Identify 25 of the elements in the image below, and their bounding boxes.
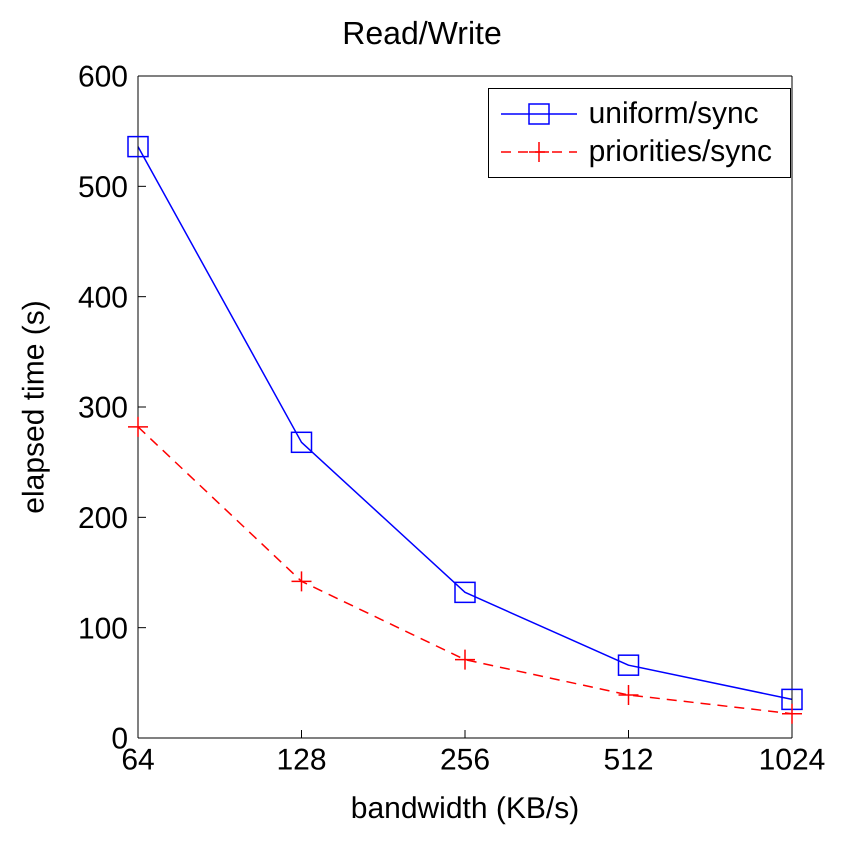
y-axis-title: elapsed time (s) xyxy=(18,300,51,514)
point xyxy=(781,702,803,724)
point xyxy=(290,432,312,454)
point xyxy=(127,136,149,158)
legend-label: priorities/sync xyxy=(588,135,772,169)
y-tick-label: 300 xyxy=(78,392,128,425)
x-tick-label: 128 xyxy=(276,743,327,776)
y-tick-label: 600 xyxy=(78,60,128,94)
x-axis-title: bandwidth (KB/s) xyxy=(350,792,580,825)
legend-label: uniform/sync xyxy=(588,97,759,131)
x-tick-label: 256 xyxy=(440,743,490,776)
point xyxy=(618,654,640,676)
point xyxy=(290,570,312,592)
x-tick-label: 1024 xyxy=(758,743,826,776)
y-tick-label: 400 xyxy=(78,281,128,314)
y-tick-label: 200 xyxy=(78,502,128,535)
y-tick-label: 500 xyxy=(78,170,128,204)
chart-title: Read/Write xyxy=(341,14,503,53)
point xyxy=(618,684,640,706)
point xyxy=(454,648,476,670)
point xyxy=(127,416,149,438)
point xyxy=(781,688,803,710)
point xyxy=(454,582,476,604)
x-tick-label: 512 xyxy=(603,743,654,776)
y-tick-label: 100 xyxy=(78,612,128,646)
